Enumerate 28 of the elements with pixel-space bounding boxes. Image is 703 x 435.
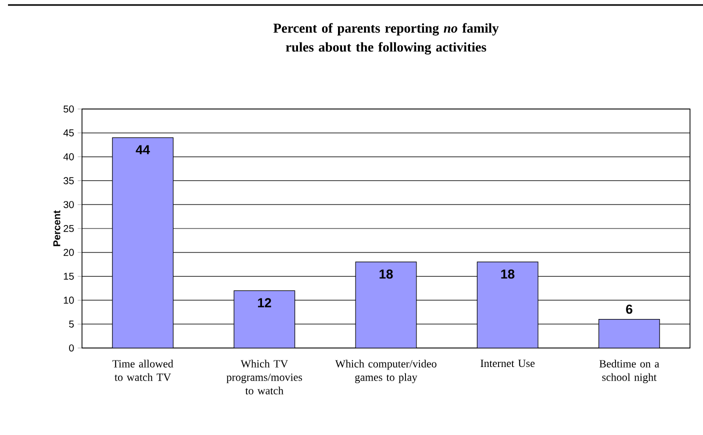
data-label: 44	[136, 145, 150, 154]
y-tick-label: 15	[64, 272, 74, 280]
y-tick-label: 40	[63, 153, 74, 160]
x-tick-label: Bedtime on a school night	[599, 360, 660, 384]
data-label: 12	[258, 298, 272, 308]
y-tick-label: 10	[64, 296, 74, 304]
x-tick-label: Which computer/video games to play	[335, 360, 436, 384]
y-axis-title: Percent	[53, 210, 60, 246]
bar	[112, 137, 174, 348]
bar	[476, 262, 538, 348]
data-label: 6	[626, 304, 632, 314]
bar	[355, 262, 417, 348]
x-tick-label: Time allowed to watch TV	[112, 360, 174, 381]
x-tick-label: Which TV programs/movies to watch	[226, 360, 302, 394]
y-tick-label: 50	[64, 105, 74, 113]
y-tick-label: 0	[69, 344, 74, 352]
data-label: 18	[380, 269, 393, 279]
bar	[598, 319, 660, 348]
chart-title: Percent of parents reporting no family rules about the following activities	[273, 23, 499, 55]
data-label: 18	[501, 269, 514, 279]
y-tick-label: 45	[63, 129, 74, 136]
bar	[234, 290, 296, 348]
y-tick-label: 25	[64, 224, 74, 232]
y-tick-label: 30	[64, 201, 74, 208]
y-tick-label: 35	[64, 177, 74, 184]
x-tick-label: Internet Use	[480, 360, 535, 368]
y-tick-label: 5	[69, 320, 74, 328]
y-tick-label: 20	[64, 248, 74, 256]
